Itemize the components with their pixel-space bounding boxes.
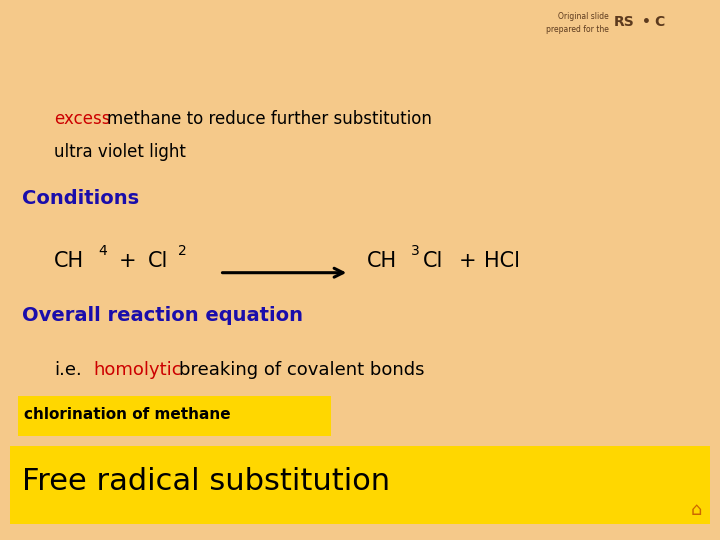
Text: HCl: HCl bbox=[484, 251, 520, 271]
Text: CH: CH bbox=[367, 251, 397, 271]
Text: i.e.: i.e. bbox=[54, 361, 82, 379]
Text: chlorination of methane: chlorination of methane bbox=[24, 407, 230, 422]
Text: 4: 4 bbox=[98, 244, 107, 258]
Text: C: C bbox=[654, 15, 664, 29]
Text: Conditions: Conditions bbox=[22, 188, 139, 208]
FancyBboxPatch shape bbox=[18, 396, 331, 436]
Text: 2: 2 bbox=[178, 244, 186, 258]
Text: CH: CH bbox=[54, 251, 84, 271]
Text: breaking of covalent bonds: breaking of covalent bonds bbox=[179, 361, 424, 379]
Text: homolytic: homolytic bbox=[94, 361, 182, 379]
Text: ultra violet light: ultra violet light bbox=[54, 143, 186, 161]
Text: excess: excess bbox=[54, 110, 110, 128]
Text: +: + bbox=[459, 251, 476, 271]
Text: RS: RS bbox=[614, 15, 635, 29]
Text: Cl: Cl bbox=[148, 251, 168, 271]
Text: Cl: Cl bbox=[423, 251, 444, 271]
Text: ⌂: ⌂ bbox=[690, 501, 702, 519]
Text: Free radical substitution: Free radical substitution bbox=[22, 467, 390, 496]
FancyBboxPatch shape bbox=[10, 446, 710, 524]
Text: Original slide
prepared for the: Original slide prepared for the bbox=[546, 12, 608, 34]
Text: •: • bbox=[642, 15, 650, 29]
Text: methane to reduce further substitution: methane to reduce further substitution bbox=[107, 110, 432, 128]
Text: +: + bbox=[119, 251, 136, 271]
Text: 3: 3 bbox=[411, 244, 420, 258]
Text: Overall reaction equation: Overall reaction equation bbox=[22, 306, 302, 326]
